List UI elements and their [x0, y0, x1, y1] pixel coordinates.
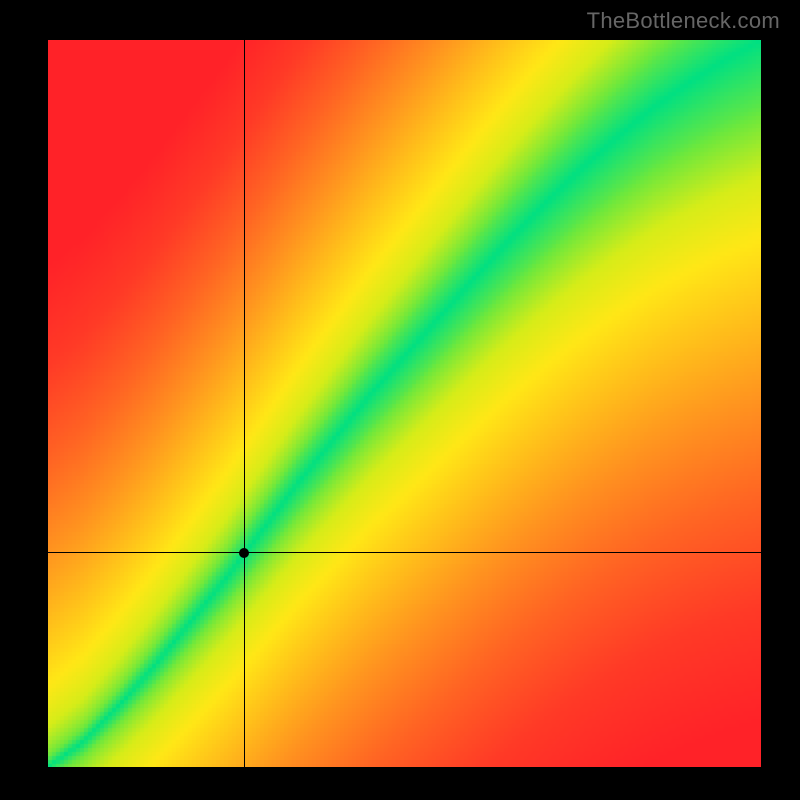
heatmap-plot — [48, 40, 761, 767]
crosshair-horizontal — [48, 552, 761, 553]
crosshair-marker — [239, 548, 249, 558]
crosshair-vertical — [244, 40, 245, 767]
attribution-text: TheBottleneck.com — [587, 8, 780, 34]
heatmap-canvas — [48, 40, 761, 767]
